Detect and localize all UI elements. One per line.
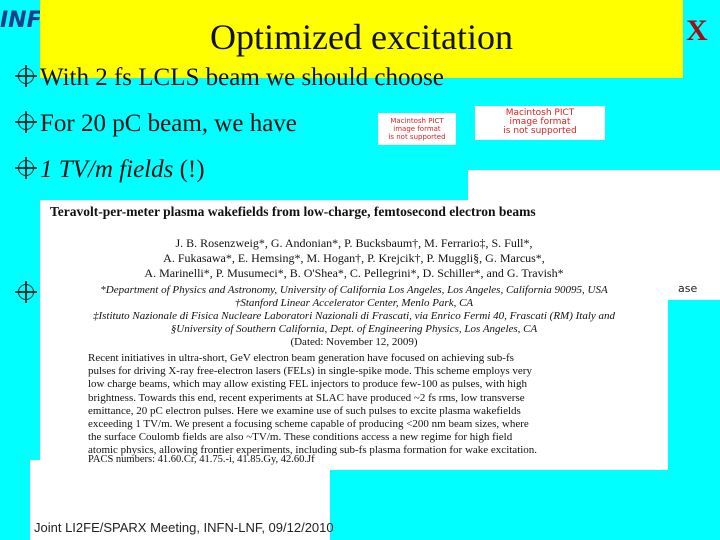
abstract-line: exceeding 1 TV/m. We present a focusing … bbox=[88, 418, 529, 431]
authors: J. B. Rosenzweig*, G. Andonian*, P. Buck… bbox=[40, 236, 668, 281]
affiliations: *Department of Physics and Astronomy, Un… bbox=[40, 284, 668, 349]
abstract-line: low charge beams, which may allow existi… bbox=[88, 378, 527, 391]
author-line: J. B. Rosenzweig*, G. Andonian*, P. Buck… bbox=[175, 236, 533, 250]
abstract-line: emittance, 20 pC electron pulses. Here w… bbox=[88, 404, 521, 417]
logo-right: X bbox=[686, 14, 708, 47]
paper-image: Teravolt-per-meter plasma wakefields fro… bbox=[40, 200, 668, 470]
placeholder-text: Macintosh PICT bbox=[390, 117, 444, 125]
bullet-text: 1 TV/m fields bbox=[40, 156, 174, 183]
bullet: 1 TV/m fields (!) bbox=[15, 156, 205, 184]
affiliation: †Stanford Linear Accelerator Center, Men… bbox=[234, 297, 474, 309]
abstract-line: brightness. Towards this end, recent exp… bbox=[88, 391, 525, 404]
logo-left: INF bbox=[0, 8, 42, 33]
white-backdrop bbox=[30, 460, 330, 540]
bullet-text: For 20 pC beam, we have bbox=[40, 110, 297, 137]
image-placeholder: Macintosh PICT image format is not suppo… bbox=[378, 113, 456, 145]
abstract-line: atomic physics, allowing frontier experi… bbox=[88, 444, 538, 457]
author-line: A. Fukasawa*, E. Hemsing*, M. Hogan†, P.… bbox=[163, 251, 545, 265]
abstract-line: Recent initiatives in ultra-short, GeV e… bbox=[88, 352, 514, 364]
placeholder-text: Macintosh PICT bbox=[505, 108, 575, 118]
placeholder-text: image format bbox=[393, 125, 441, 133]
bullet-text: With 2 fs LCLS beam we should choose bbox=[40, 64, 444, 91]
paper-title: Teravolt-per-meter plasma wakefields fro… bbox=[50, 204, 536, 219]
bullet: For 20 pC beam, we have bbox=[15, 110, 297, 138]
pacs: PACS numbers: 41.60.Cr, 41.75.-i, 41.85.… bbox=[88, 454, 315, 465]
abstract: Recent initiatives in ultra-short, GeV e… bbox=[88, 352, 537, 458]
image-placeholder: Macintosh PICT image format is not suppo… bbox=[475, 106, 605, 140]
affiliation: ‡Istituto Nazionale di Fisica Nucleare L… bbox=[92, 310, 616, 322]
bullet: With 2 fs LCLS beam we should choose bbox=[15, 64, 444, 92]
affiliation: §University of Southern California, Dept… bbox=[170, 323, 538, 335]
footer: Joint LI2FE/SPARX Meeting, INFN-LNF, 09/… bbox=[34, 520, 334, 535]
affiliation: *Department of Physics and Astronomy, Un… bbox=[100, 284, 608, 296]
title: Optimized excitation bbox=[210, 17, 513, 57]
bullet-text: ase bbox=[678, 282, 698, 295]
date: (Dated: November 12, 2009) bbox=[290, 336, 418, 348]
abstract-line: the surface Coulomb fields are also ~TV/… bbox=[88, 431, 513, 444]
placeholder-text: is not supported bbox=[388, 133, 446, 141]
abstract-line: pulses for driving X-ray free-electron l… bbox=[88, 365, 532, 378]
bullet-text: (!) bbox=[179, 156, 205, 183]
title-box bbox=[40, 0, 683, 78]
author-line: A. Marinelli*, P. Musumeci*, B. O'Shea*,… bbox=[144, 266, 564, 280]
placeholder-text: is not supported bbox=[503, 126, 577, 136]
bullet bbox=[15, 280, 40, 308]
placeholder-text: image format bbox=[509, 117, 571, 127]
